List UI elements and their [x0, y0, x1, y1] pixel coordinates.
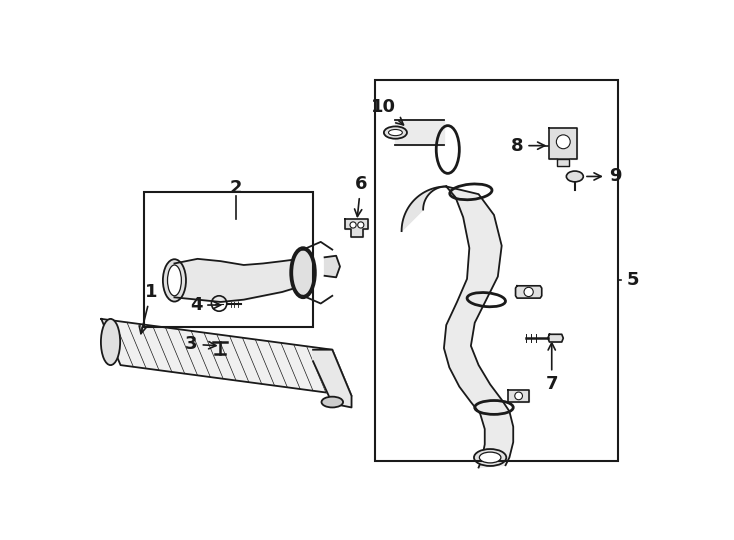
Ellipse shape [388, 130, 402, 136]
Circle shape [515, 392, 523, 400]
Polygon shape [515, 286, 542, 298]
Text: 5: 5 [626, 272, 639, 289]
Text: 4: 4 [190, 296, 221, 314]
Ellipse shape [163, 259, 186, 301]
Text: 6: 6 [355, 175, 367, 217]
Polygon shape [550, 128, 577, 159]
Bar [375, 80, 618, 461]
Ellipse shape [474, 449, 506, 466]
Circle shape [556, 135, 570, 148]
Polygon shape [508, 390, 529, 402]
Polygon shape [324, 256, 340, 278]
Text: 8: 8 [511, 137, 545, 154]
Ellipse shape [479, 452, 501, 463]
Polygon shape [557, 159, 570, 166]
Polygon shape [401, 186, 446, 231]
Text: 7: 7 [545, 343, 558, 393]
Text: 2: 2 [230, 179, 242, 197]
Ellipse shape [321, 397, 343, 408]
Polygon shape [444, 186, 513, 468]
Polygon shape [346, 219, 368, 237]
Bar [144, 192, 313, 327]
Text: 1: 1 [139, 283, 158, 334]
Text: 10: 10 [371, 98, 404, 125]
Circle shape [357, 222, 364, 228]
Ellipse shape [292, 249, 314, 296]
Ellipse shape [567, 171, 584, 182]
Polygon shape [101, 319, 352, 396]
Text: 3: 3 [185, 335, 216, 353]
Ellipse shape [167, 265, 181, 296]
Text: 9: 9 [587, 167, 621, 185]
Circle shape [350, 222, 356, 228]
Polygon shape [548, 334, 563, 342]
Ellipse shape [384, 126, 407, 139]
Circle shape [524, 287, 534, 296]
Ellipse shape [101, 319, 120, 365]
Polygon shape [313, 350, 352, 408]
